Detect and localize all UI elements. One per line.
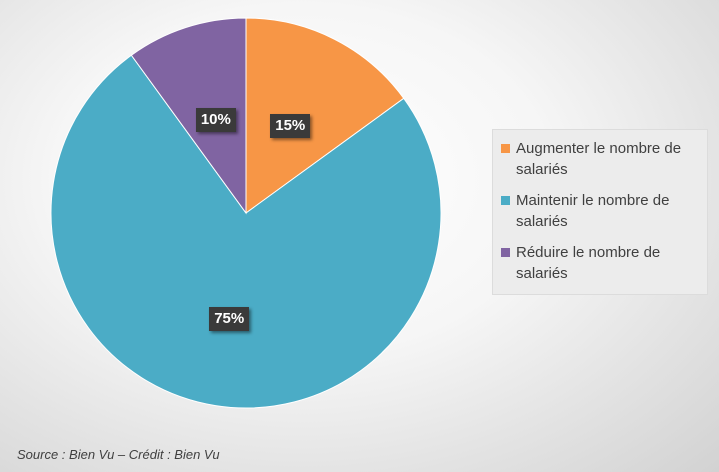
legend-item-maintenir: Maintenir le nombre de salariés [501,190,707,232]
legend-label-reduire: Réduire le nombre de salariés [516,244,661,282]
legend: Augmenter le nombre de salariés Mainteni… [492,129,708,295]
source-credit: Source : Bien Vu – Crédit : Bien Vu [17,447,220,462]
legend-swatch-reduire [501,248,510,257]
pie-slice-maintenir [50,54,442,409]
data-label-augmenter: 15% [270,114,311,139]
pie-slice-reduire [130,17,247,215]
legend-label-maintenir: Maintenir le nombre de salariés [516,192,670,230]
legend-label-augmenter: Augmenter le nombre de salariés [516,140,682,178]
data-label-reduire: 10% [195,108,236,133]
legend-item-reduire: Réduire le nombre de salariés [501,242,707,284]
pie-slice-augmenter [245,17,405,214]
legend-item-augmenter: Augmenter le nombre de salariés [501,138,707,180]
data-label-maintenir: 75% [209,306,250,331]
legend-swatch-maintenir [501,196,510,205]
legend-swatch-augmenter [501,144,510,153]
